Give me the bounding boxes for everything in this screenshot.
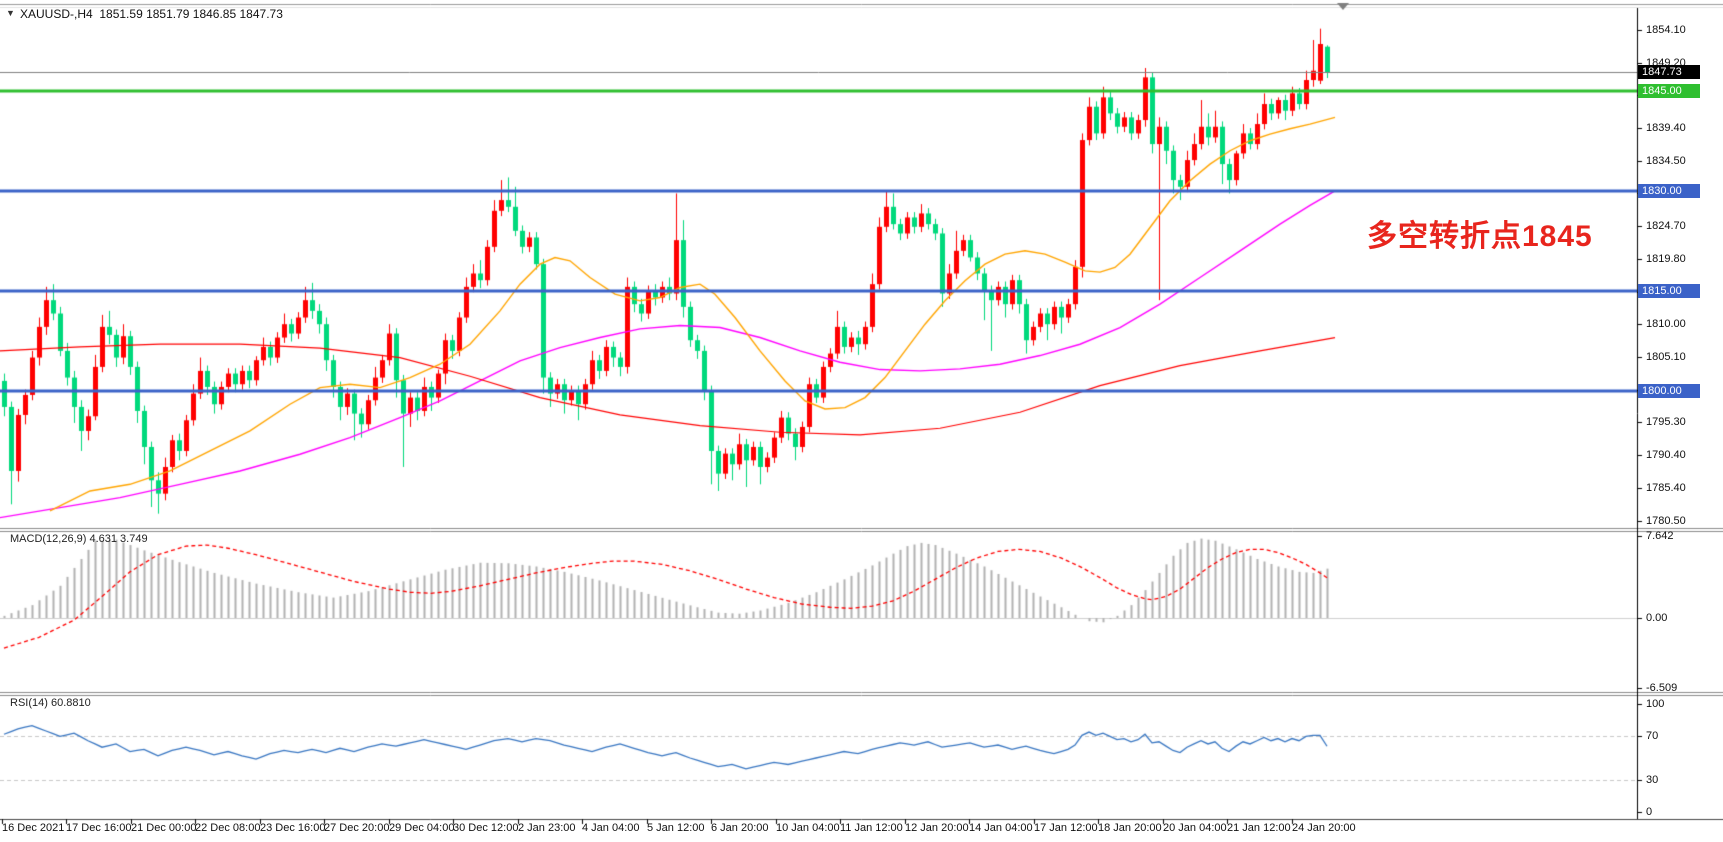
time-axis-label: 27 Dec 20:00 [324, 822, 390, 834]
time-axis-label: 10 Jan 04:00 [776, 822, 840, 834]
price-level-badge: 1845.00 [1638, 83, 1700, 98]
price-tick-label: 1785.40 [1646, 482, 1686, 495]
time-axis-label: 14 Jan 04:00 [969, 822, 1033, 834]
price-tick-label: 1805.10 [1646, 350, 1686, 363]
rsi-tick-label: 30 [1646, 773, 1659, 786]
price-tick-label: 1854.10 [1646, 24, 1686, 36]
time-axis-label: 5 Jan 12:00 [647, 822, 705, 834]
time-axis-label: 30 Dec 12:00 [453, 822, 519, 834]
price-level-badge: 1800.00 [1638, 383, 1700, 398]
price-tick-label: 1780.50 [1646, 515, 1686, 527]
time-axis-label: 20 Jan 04:00 [1163, 822, 1227, 834]
price-level-badge: 1847.73 [1638, 65, 1700, 80]
time-axis-label: 11 Jan 12:00 [840, 822, 903, 834]
price-level-badge: 1830.00 [1638, 183, 1700, 198]
price-tick-label: 1834.50 [1646, 154, 1686, 167]
rsi-indicator-label: RSI(14) 60.8810 [10, 697, 91, 709]
time-axis-label: 12 Jan 20:00 [905, 822, 969, 834]
time-axis-label: 6 Jan 20:00 [711, 822, 769, 834]
symbol-period: XAUUSD-,H4 [20, 7, 93, 21]
time-axis-label: 29 Dec 04:00 [389, 822, 455, 834]
macd-tick-label: 7.642 [1646, 530, 1674, 542]
time-axis-label: 17 Jan 12:00 [1034, 822, 1098, 834]
rsi-tick-label: 0 [1646, 806, 1653, 818]
time-axis-label: 2 Jan 23:00 [518, 822, 576, 834]
time-axis-label: 17 Dec 16:00 [66, 822, 132, 834]
rsi-tick-label: 100 [1646, 698, 1665, 710]
ohlc-values: 1851.59 1851.79 1846.85 1847.73 [99, 7, 283, 21]
time-axis-label: 18 Jan 20:00 [1098, 822, 1162, 834]
text-annotation[interactable]: 多空转折点1845 [1367, 220, 1593, 253]
time-axis-label: 16 Dec 2021 [2, 822, 65, 834]
price-tick-label: 1819.80 [1646, 252, 1686, 265]
price-tick-label: 1824.70 [1646, 220, 1686, 233]
price-tick-label: 1810.00 [1646, 318, 1686, 331]
symbol-dropdown-icon[interactable]: ▼ [6, 8, 15, 18]
rsi-tick-label: 70 [1646, 730, 1659, 743]
time-axis-label: 21 Jan 12:00 [1227, 822, 1291, 834]
price-level-badge: 1815.00 [1638, 283, 1700, 298]
price-tick-label: 1790.40 [1646, 448, 1686, 461]
chart-title: XAUUSD-,H4 1851.59 1851.79 1846.85 1847.… [20, 7, 283, 21]
time-axis-label: 24 Jan 20:00 [1292, 822, 1356, 834]
time-axis-label: 23 Dec 16:00 [260, 822, 326, 834]
macd-tick-label: 0.00 [1646, 612, 1668, 624]
macd-tick-label: -6.509 [1646, 681, 1678, 694]
time-axis-label: 21 Dec 00:00 [131, 822, 197, 834]
price-tick-label: 1839.40 [1646, 122, 1686, 135]
time-axis-label: 4 Jan 04:00 [582, 822, 640, 834]
macd-indicator-label: MACD(12,26,9) 4.631 3.749 [10, 533, 148, 545]
time-axis-label: 22 Dec 08:00 [195, 822, 261, 834]
price-tick-label: 1795.30 [1646, 416, 1686, 429]
